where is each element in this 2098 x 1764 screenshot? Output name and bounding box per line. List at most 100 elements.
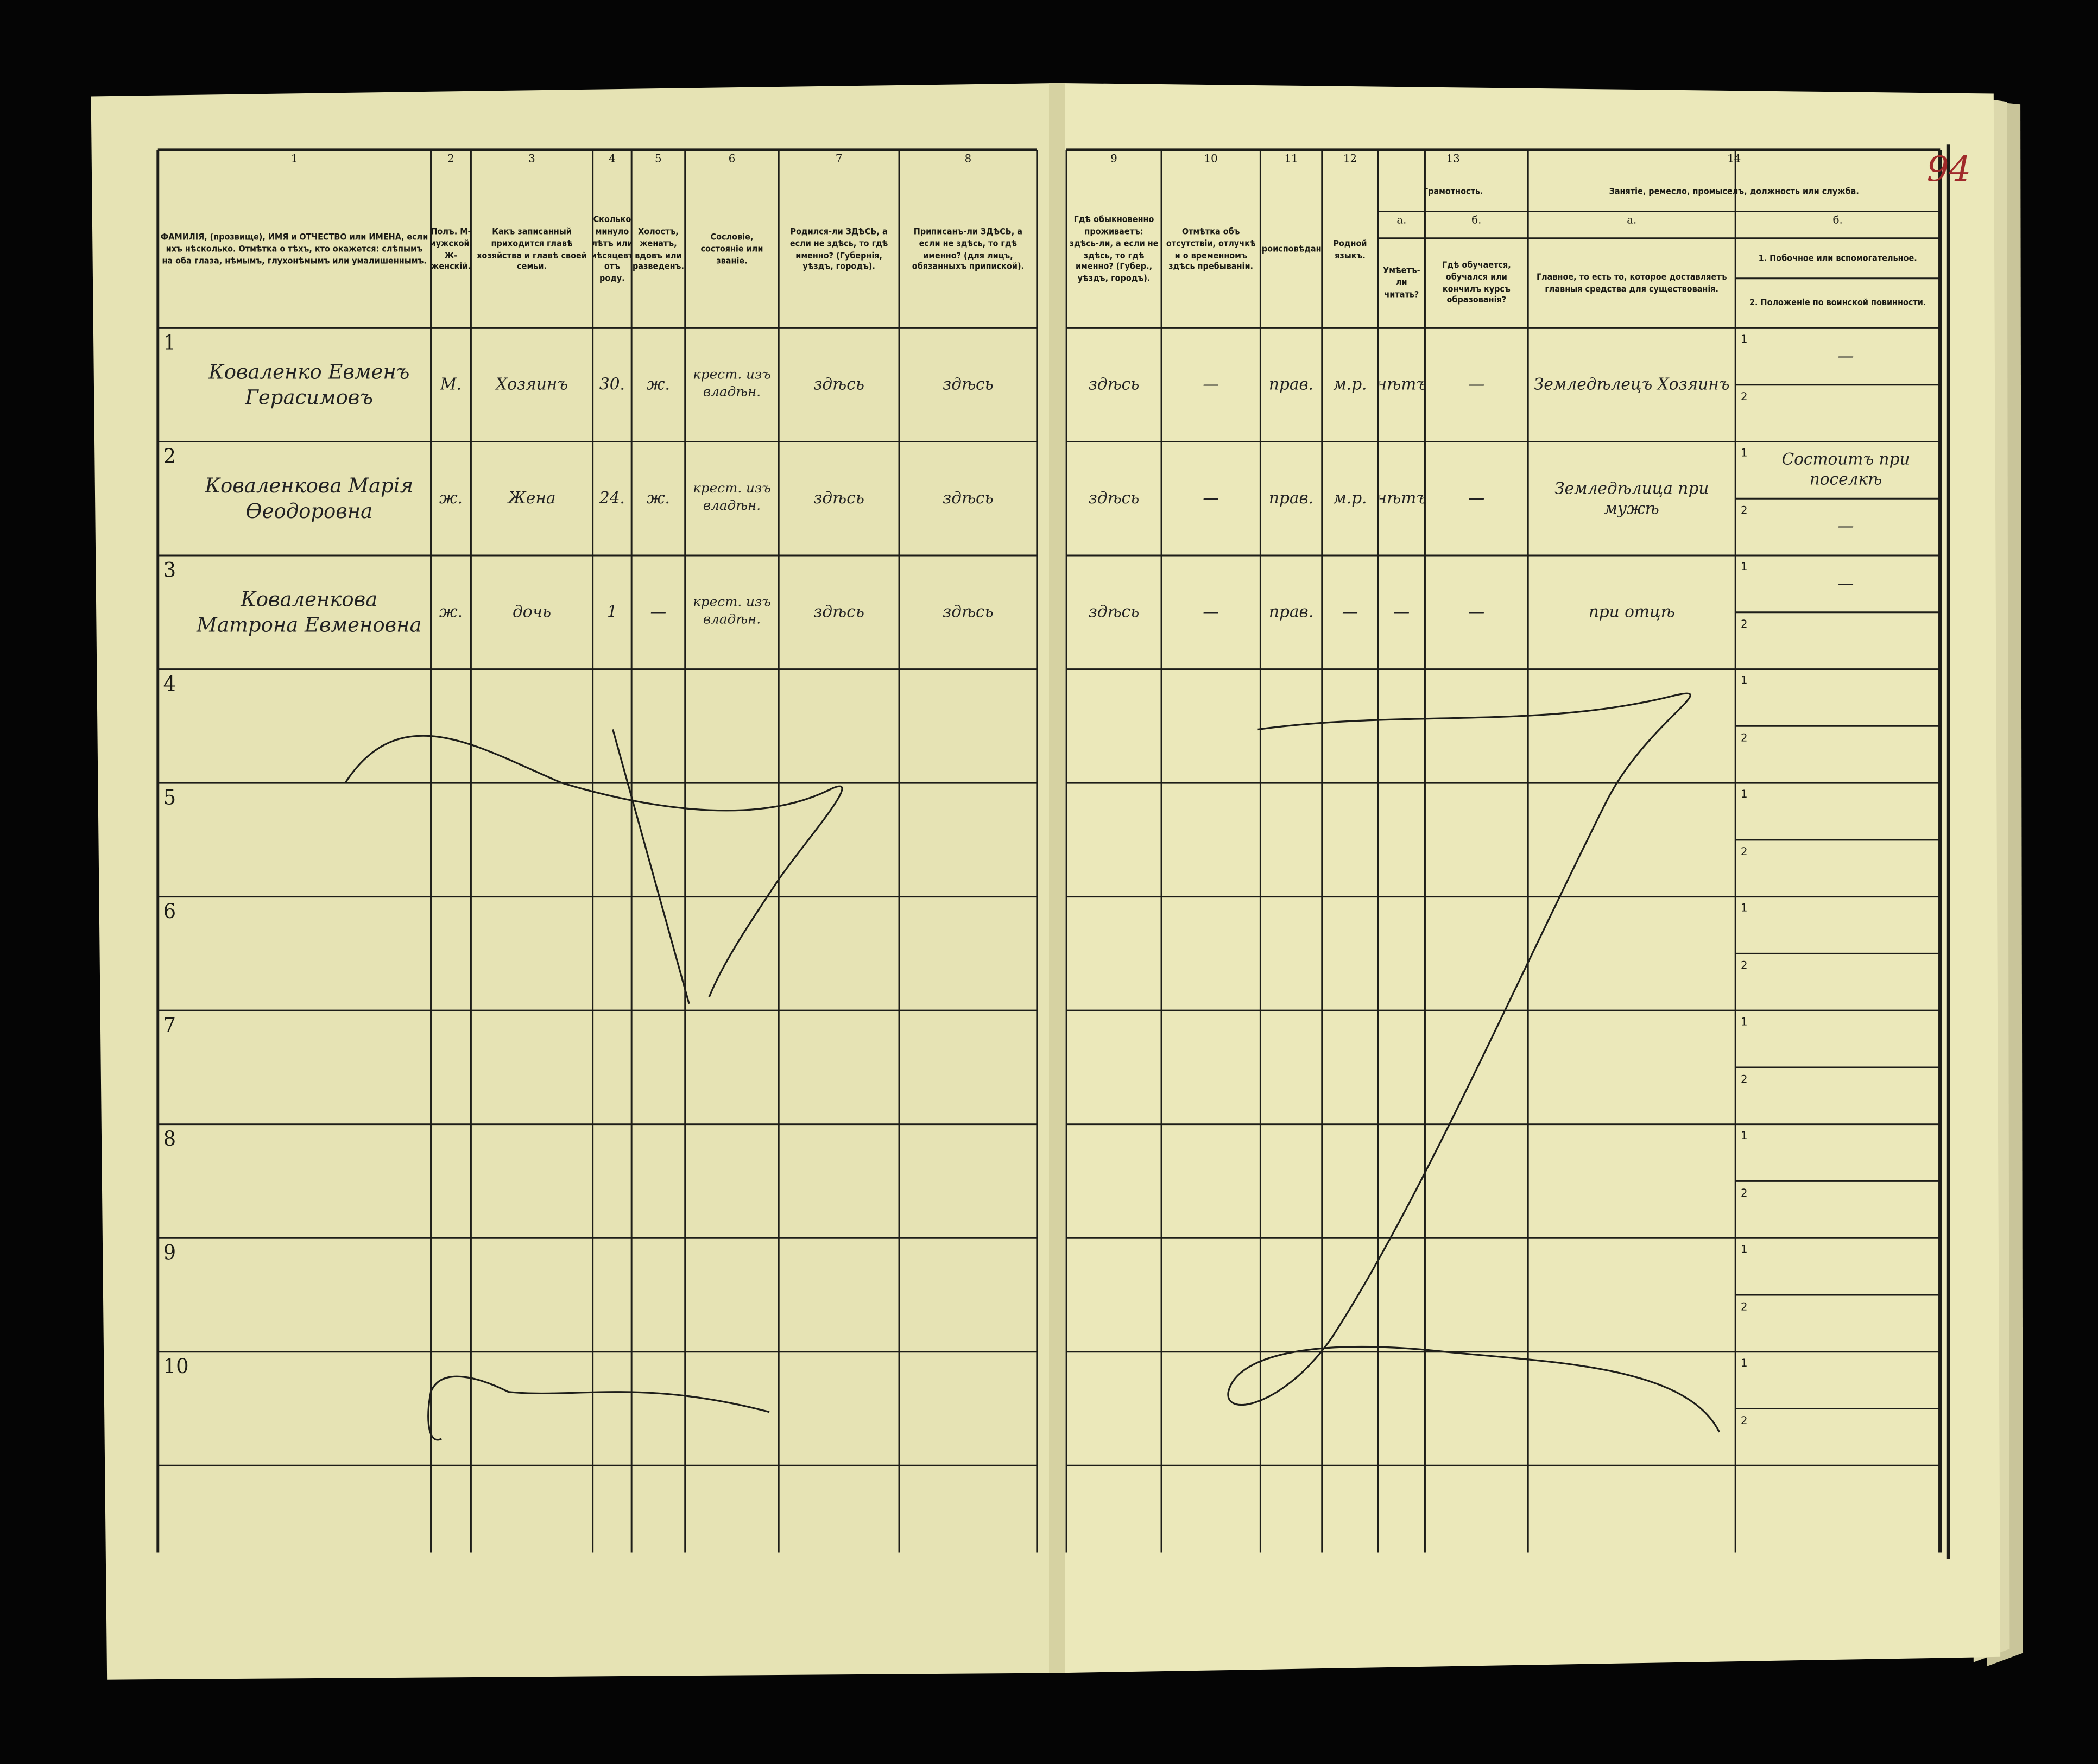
entry: нѣтъ	[1380, 488, 1424, 508]
column-number: 8	[964, 153, 972, 165]
page-number: 94	[1927, 149, 1971, 189]
entry: —	[1203, 602, 1219, 621]
subrow-label: 1	[1741, 560, 1748, 573]
subrow-label: 2	[1741, 959, 1748, 971]
column-number: 4	[609, 153, 616, 165]
row-number: 1	[163, 330, 176, 355]
entry: дочь	[513, 602, 552, 621]
entry: прав.	[1268, 488, 1314, 508]
entry: Коваленкова Матрона Евменовна	[196, 587, 422, 637]
entry: —	[1203, 488, 1219, 508]
subrow-label: 1	[1741, 1357, 1748, 1369]
column-number: 9	[1110, 153, 1117, 165]
entry: ж.	[646, 375, 670, 394]
column-label: Главное, то есть то, которое доставляетъ…	[1536, 271, 1727, 294]
entry: здѣсь	[813, 602, 864, 621]
subrow-label: 2	[1741, 1414, 1748, 1426]
entry: 24.	[599, 488, 625, 508]
entry: —	[1468, 375, 1485, 394]
entry: Жена	[508, 488, 556, 508]
column-label: Отмѣтка объ отсутствіи, отлучкѣ и о врем…	[1166, 226, 1256, 273]
entry: здѣсь	[813, 488, 864, 508]
entry: ж.	[439, 488, 463, 508]
group-number: 14	[1727, 153, 1741, 165]
row-number: 3	[163, 558, 176, 583]
column-label: Гдѣ обыкновенно проживаетъ: здѣсь-ли, а …	[1069, 214, 1159, 284]
group-label: Грамотность.	[1423, 185, 1483, 197]
subrow-label: 1	[1741, 333, 1748, 345]
entry: здѣсь	[1088, 375, 1140, 394]
column-label: Умѣетъ-ли читать?	[1383, 265, 1420, 300]
subrow-label: 2	[1741, 617, 1748, 630]
entry: Коваленкова Марія Өеодоровна	[205, 473, 414, 523]
subrow-label: 1	[1741, 1243, 1748, 1256]
column-label: Приписанъ-ли ЗДѢСЬ, а если не здѣсь, то …	[912, 226, 1025, 273]
column-label: Какъ записанный приходится главѣ хозяйст…	[477, 226, 587, 273]
row-number: 5	[163, 786, 176, 810]
entry: Коваленко Евменъ Герасимовъ	[208, 359, 410, 409]
entry: М.	[440, 375, 462, 394]
entry: здѣсь	[813, 375, 864, 394]
column-label: Вѣроисповѣданіе.	[1260, 243, 1322, 255]
entry: здѣсь	[943, 375, 994, 394]
subrow-label: 1	[1741, 1129, 1748, 1142]
column-label: Гдѣ обучается, обучался или кончилъ курс…	[1442, 260, 1511, 306]
subrow-label: 1	[1741, 447, 1748, 459]
row-number: 10	[163, 1354, 189, 1379]
entry: —	[650, 602, 667, 621]
entry: м.р.	[1333, 375, 1367, 394]
column-label: Сколько минуло лѣтъ или мѣсяцевъ отъ род…	[592, 214, 632, 284]
entry: Земледѣлица при мужѣ	[1554, 478, 1709, 517]
column-number: а.	[1396, 214, 1407, 226]
entry: Земледѣлецъ Хозяинъ	[1533, 375, 1730, 394]
column-label: ФАМИЛІЯ, (прозвище), ИМЯ и ОТЧЕСТВО или …	[160, 232, 428, 267]
subrow-label: 1	[1741, 902, 1748, 914]
column-number: а.	[1627, 214, 1637, 226]
entry: —	[1203, 375, 1219, 394]
column-label: Родной языкъ.	[1333, 238, 1367, 261]
entry: —	[1468, 488, 1485, 508]
entry: —	[1393, 602, 1410, 621]
entry: —	[1468, 602, 1485, 621]
subrow-label: 1	[1741, 1016, 1748, 1028]
left-page	[91, 83, 1060, 1680]
subrow-label: 1	[1741, 674, 1748, 687]
entry: прав.	[1268, 602, 1314, 621]
column-label: Холостъ, женатъ, вдовъ или разведенъ.	[632, 226, 684, 273]
form-grid	[156, 144, 1950, 1559]
group-label: Занятіе, ремесло, промыселъ, должность и…	[1609, 185, 1859, 197]
subrow-label: 2	[1741, 390, 1748, 402]
strike-marks	[344, 692, 1721, 1441]
entry: —	[1342, 602, 1358, 621]
entry: ж.	[646, 488, 670, 508]
entry: 30.	[599, 375, 625, 394]
entry: прав.	[1268, 375, 1314, 394]
subrow-label: 2	[1741, 731, 1748, 744]
row-number: 7	[163, 1013, 176, 1038]
column-number: 2	[447, 153, 454, 165]
entry: нѣтъ	[1380, 375, 1424, 394]
column-number: 12	[1343, 153, 1357, 165]
row-number: 8	[163, 1127, 176, 1151]
entry: здѣсь	[943, 488, 994, 508]
column-label: Родился-ли ЗДѢСЬ, а если не здѣсь, то гд…	[789, 226, 888, 273]
subrow-label: 2	[1741, 1072, 1748, 1085]
row-number: 9	[163, 1241, 176, 1265]
entry: крест. изъ владѣн.	[693, 482, 771, 514]
entry: здѣсь	[1088, 602, 1140, 621]
group-number: 13	[1446, 153, 1460, 165]
entry: крест. изъ владѣн.	[693, 368, 771, 400]
column-number: 7	[835, 153, 843, 165]
subrow-label: 1	[1741, 788, 1748, 801]
column-label: Сословіе, состояніе или званіе.	[700, 232, 763, 267]
column-label: 2. Положеніе по воинской повинности.	[1749, 297, 1926, 308]
column-number: 6	[728, 153, 736, 165]
entry: здѣсь	[1088, 488, 1140, 508]
column-label: Полъ. М-мужской. Ж-женскій.	[431, 226, 471, 273]
row-number: 2	[163, 444, 176, 469]
entry: 1	[606, 602, 617, 621]
